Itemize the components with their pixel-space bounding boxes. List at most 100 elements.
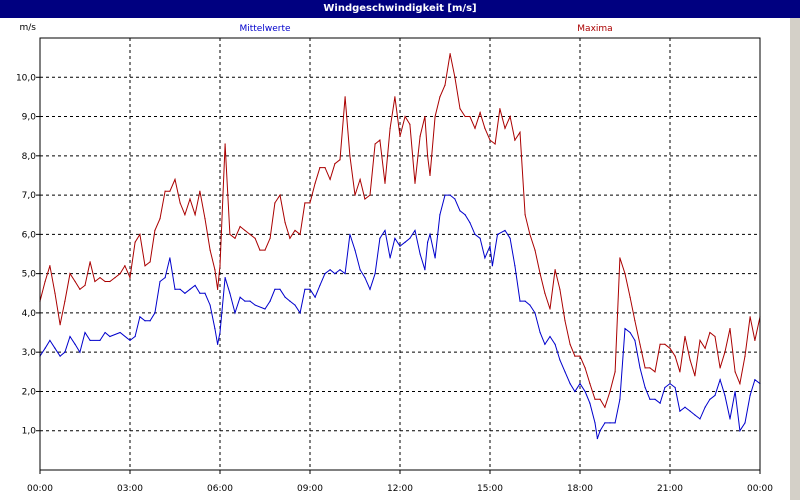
data-point	[189, 198, 191, 200]
data-point	[427, 241, 429, 243]
data-point	[419, 135, 421, 137]
data-point	[474, 233, 476, 235]
data-point	[514, 265, 516, 267]
data-point	[444, 84, 446, 86]
data-point	[564, 371, 566, 373]
data-point	[129, 339, 131, 341]
data-point	[169, 190, 171, 192]
data-point	[344, 96, 346, 98]
data-point	[154, 229, 156, 232]
data-point	[639, 343, 641, 345]
data-point	[609, 390, 611, 393]
data-point	[499, 108, 501, 110]
data-point	[564, 320, 566, 322]
data-point	[604, 406, 606, 408]
data-point	[539, 331, 541, 334]
data-point	[484, 127, 486, 129]
data-point	[114, 276, 116, 279]
data-point	[264, 249, 266, 251]
data-point	[364, 276, 366, 279]
series-line-mittelwerte	[39, 194, 761, 439]
data-point	[374, 273, 376, 275]
data-point	[509, 115, 511, 118]
data-point	[619, 398, 621, 400]
data-point	[709, 331, 711, 334]
data-point	[314, 182, 316, 184]
data-point	[489, 245, 491, 247]
data-point	[719, 367, 721, 369]
data-point	[424, 269, 426, 271]
data-point	[439, 96, 441, 98]
data-point	[79, 351, 81, 353]
data-point	[289, 237, 291, 239]
data-point	[459, 108, 461, 110]
data-point	[599, 398, 601, 400]
data-point	[69, 273, 71, 275]
x-tick-time-label: 09:00	[297, 484, 323, 494]
data-point	[594, 422, 596, 424]
data-point	[49, 339, 51, 341]
data-point	[229, 292, 231, 294]
data-point	[349, 233, 351, 235]
data-point	[149, 320, 151, 322]
data-point	[189, 288, 191, 290]
data-point	[164, 190, 166, 192]
data-point	[324, 167, 326, 169]
data-point	[249, 233, 251, 235]
data-point	[389, 127, 391, 129]
chart-scrollbar[interactable]	[790, 18, 800, 500]
data-point	[164, 276, 166, 279]
data-point	[184, 292, 186, 294]
data-point	[64, 351, 66, 353]
data-point	[239, 296, 241, 298]
data-point	[654, 371, 656, 373]
data-point	[714, 335, 716, 338]
x-tick-time-label: 00:00	[27, 484, 53, 494]
data-point	[269, 237, 271, 239]
data-point	[404, 115, 406, 118]
data-point	[59, 355, 61, 357]
data-point	[634, 320, 636, 322]
data-point	[574, 390, 576, 393]
y-tick-label: 6,0	[22, 230, 37, 240]
legend-maxima: Maxima	[577, 24, 612, 34]
data-point	[434, 115, 436, 118]
data-point	[624, 273, 626, 275]
y-tick-label: 1,0	[22, 427, 37, 437]
data-point	[389, 257, 391, 259]
data-point	[624, 328, 626, 330]
y-axis-unit-label: m/s	[20, 23, 37, 33]
data-point	[384, 182, 386, 184]
data-point	[219, 265, 221, 267]
data-point	[89, 261, 91, 263]
x-tick-time-label: 06:00	[207, 484, 233, 494]
data-point	[159, 218, 161, 220]
data-point	[619, 257, 621, 259]
data-point	[119, 273, 121, 275]
data-point	[659, 343, 661, 345]
data-point	[689, 410, 691, 412]
data-point	[219, 331, 221, 334]
data-point	[669, 383, 671, 385]
data-point	[399, 135, 401, 137]
data-point	[134, 335, 136, 338]
data-point	[104, 331, 106, 334]
data-point	[304, 288, 306, 290]
data-point	[569, 383, 571, 385]
data-point	[174, 288, 176, 290]
data-point	[734, 390, 736, 393]
x-tick-time-label: 00:00	[747, 484, 773, 494]
data-point	[64, 300, 66, 302]
data-point	[79, 288, 81, 290]
data-point	[239, 225, 241, 228]
y-tick-label: 4,0	[22, 309, 37, 319]
data-point	[709, 398, 711, 400]
data-point	[614, 422, 616, 424]
data-point	[169, 257, 171, 259]
data-point	[234, 312, 236, 314]
y-tick-label: 5,0	[22, 270, 37, 280]
data-point	[724, 351, 726, 353]
data-point	[614, 371, 616, 373]
data-point	[749, 394, 751, 396]
data-point	[214, 269, 216, 271]
